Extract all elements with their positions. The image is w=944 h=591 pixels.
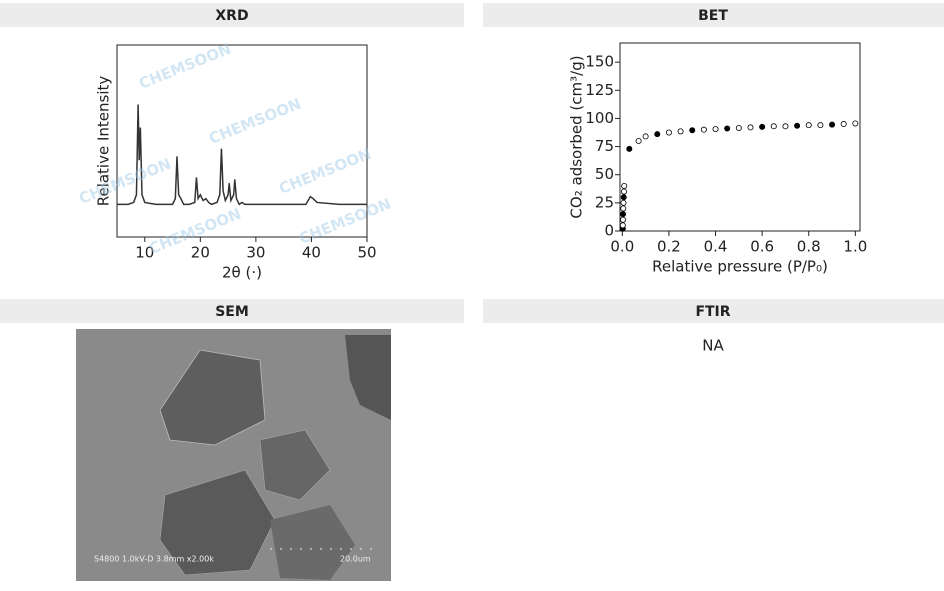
- point: [770, 123, 777, 130]
- x-tick-label: 1.0: [843, 238, 867, 256]
- title-bar: [483, 3, 944, 27]
- y-tick-label: 150: [585, 53, 614, 71]
- point: [689, 127, 696, 134]
- point: [677, 128, 684, 135]
- watermark: CHEMSOON: [206, 95, 303, 148]
- title-bar: [483, 299, 944, 323]
- panel-title: SEM: [215, 304, 249, 320]
- title-bar: [0, 3, 464, 27]
- x-tick-label: 0.2: [657, 238, 681, 256]
- y-axis-label: CO₂ adsorbed (cm³/g): [568, 55, 586, 218]
- point: [840, 121, 847, 128]
- y-tick-label: 25: [595, 193, 614, 211]
- point: [620, 216, 627, 223]
- sem-caption: S4800 1.0kV-D 3.8mm x2.00k: [94, 555, 214, 564]
- x-tick-label: 0.0: [610, 238, 634, 256]
- point: [724, 125, 731, 132]
- na-text: NA: [702, 337, 724, 355]
- point: [712, 126, 719, 133]
- y-tick-label: 125: [585, 81, 614, 99]
- x-tick-label: 0.6: [750, 238, 774, 256]
- point: [626, 145, 633, 152]
- point: [620, 188, 627, 195]
- sem-image: [76, 329, 391, 581]
- point: [829, 121, 836, 128]
- title-bar: [0, 299, 464, 323]
- panel-title: XRD: [215, 8, 248, 24]
- point: [805, 122, 812, 129]
- point: [852, 120, 859, 127]
- point: [735, 124, 742, 131]
- x-tick-label: 10: [135, 244, 154, 262]
- point: [817, 122, 824, 129]
- point: [620, 211, 627, 218]
- x-tick-label: 50: [357, 244, 376, 262]
- point: [635, 137, 642, 144]
- x-axis-label: Relative pressure (P/P₀): [652, 258, 828, 276]
- watermark: CHEMSOON: [76, 155, 173, 208]
- plot-frame: [619, 42, 861, 232]
- point: [665, 129, 672, 136]
- point: [620, 194, 627, 201]
- point: [759, 123, 766, 130]
- point: [654, 131, 661, 138]
- point: [620, 199, 627, 206]
- x-tick-label: 20: [191, 244, 210, 262]
- point: [642, 133, 649, 140]
- y-tick-label: 50: [595, 165, 614, 183]
- x-tick-label: 40: [302, 244, 321, 262]
- point: [619, 222, 626, 229]
- point: [794, 122, 801, 129]
- watermark: CHEMSOON: [296, 195, 393, 248]
- y-tick-label: 75: [595, 137, 614, 155]
- sem-scale: 20.0um: [340, 555, 371, 564]
- watermark: CHEMSOON: [136, 40, 233, 93]
- x-tick-label: 0.4: [704, 238, 728, 256]
- xrd-line: [117, 104, 367, 206]
- y-axis-label: Relative Intensity: [95, 76, 113, 207]
- x-tick-label: 0.8: [797, 238, 821, 256]
- point: [621, 182, 628, 189]
- panel-title: FTIR: [695, 304, 730, 320]
- point: [782, 123, 789, 130]
- x-tick-label: 30: [246, 244, 265, 262]
- x-axis-label: 2θ (·): [222, 264, 262, 282]
- point: [700, 126, 707, 133]
- y-tick-label: 0: [604, 222, 614, 240]
- point: [747, 124, 754, 131]
- panel-title: BET: [698, 8, 728, 24]
- point: [620, 205, 627, 212]
- watermark: CHEMSOON: [276, 145, 373, 198]
- plot-frame: [116, 44, 368, 238]
- y-tick-label: 100: [585, 109, 614, 127]
